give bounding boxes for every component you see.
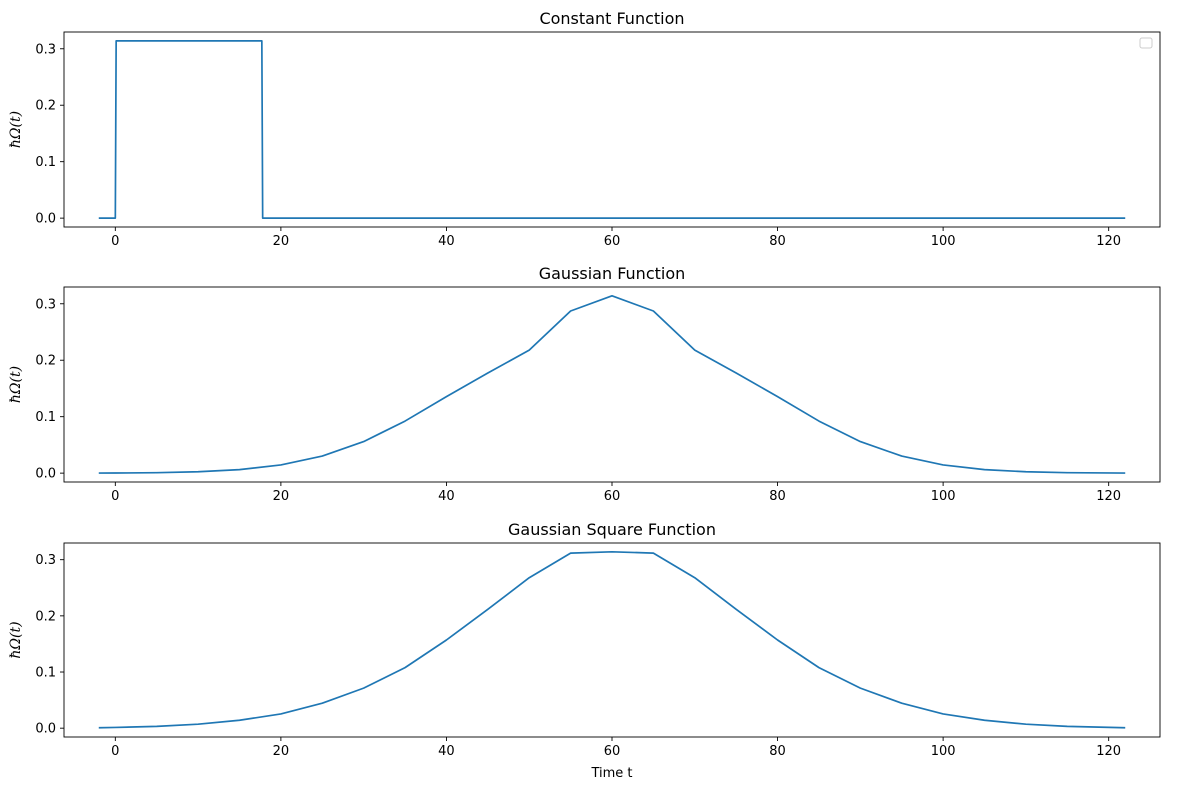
axes-frame	[63, 31, 1161, 228]
y-tick-label: 0.0	[35, 467, 56, 482]
x-tick-label: 40	[438, 489, 455, 504]
y-tick-label: 0.2	[35, 99, 56, 114]
y-tick-label: 0.3	[35, 42, 56, 57]
x-axis-label: Time t	[590, 766, 632, 781]
legend-box	[1139, 37, 1153, 49]
y-tick-label: 0.3	[35, 553, 56, 568]
y-tick-label: 0.1	[35, 666, 56, 681]
x-tick-label: 80	[769, 744, 786, 759]
x-tick-label: 20	[273, 744, 290, 759]
x-tick-label: 60	[604, 744, 621, 759]
subplot-3: Gaussian Square Function 0 20 40 60 80 100 120 0…	[8, 520, 1161, 781]
y-axis-label: ħΩ(t)	[8, 111, 24, 148]
x-tick-label: 20	[273, 234, 290, 249]
series-line-1	[98, 40, 1126, 219]
y-tick-label: 0.0	[35, 212, 56, 227]
y-axis-label: ħΩ(t)	[8, 366, 24, 403]
y-tick-label: 0.2	[35, 354, 56, 369]
x-tick-label: 80	[769, 234, 786, 249]
x-tick-label: 0	[111, 234, 119, 249]
y-tick-label: 0.0	[35, 722, 56, 737]
y-tick-label: 0.1	[35, 410, 56, 425]
y-axis-label: ħΩ(t)	[8, 621, 24, 658]
subplot-2: Gaussian Function 0 20 40 60 80 100 120 0.0 0.1 0.…	[8, 264, 1161, 504]
chart-title: Constant Function	[539, 9, 684, 28]
y-tick-label: 0.2	[35, 609, 56, 624]
x-tick-label: 0	[111, 489, 119, 504]
axes-frame	[63, 286, 1161, 483]
x-tick-label: 40	[438, 744, 455, 759]
chart-title: Gaussian Function	[539, 264, 686, 283]
y-tick-label: 0.3	[35, 297, 56, 312]
series-line-1	[98, 550, 1126, 729]
x-tick-label: 40	[438, 234, 455, 249]
x-tick-label: 0	[111, 744, 119, 759]
x-tick-label: 100	[931, 489, 956, 504]
x-tick-label: 20	[273, 489, 290, 504]
x-tick-label: 100	[931, 234, 956, 249]
x-tick-label: 100	[931, 744, 956, 759]
axes-frame	[63, 542, 1161, 738]
x-tick-label: 80	[769, 489, 786, 504]
x-tick-label: 120	[1096, 234, 1121, 249]
x-tick-label: 60	[604, 234, 621, 249]
x-tick-label: 60	[604, 489, 621, 504]
chart-title: Gaussian Square Function	[508, 520, 716, 539]
subplot-1: Constant Function 0 20 40 60 80 100 120 0.0 0.1 0.…	[8, 9, 1161, 249]
x-tick-label: 120	[1096, 489, 1121, 504]
y-tick-label: 0.1	[35, 155, 56, 170]
x-tick-label: 120	[1096, 744, 1121, 759]
series-line-1	[98, 295, 1126, 474]
